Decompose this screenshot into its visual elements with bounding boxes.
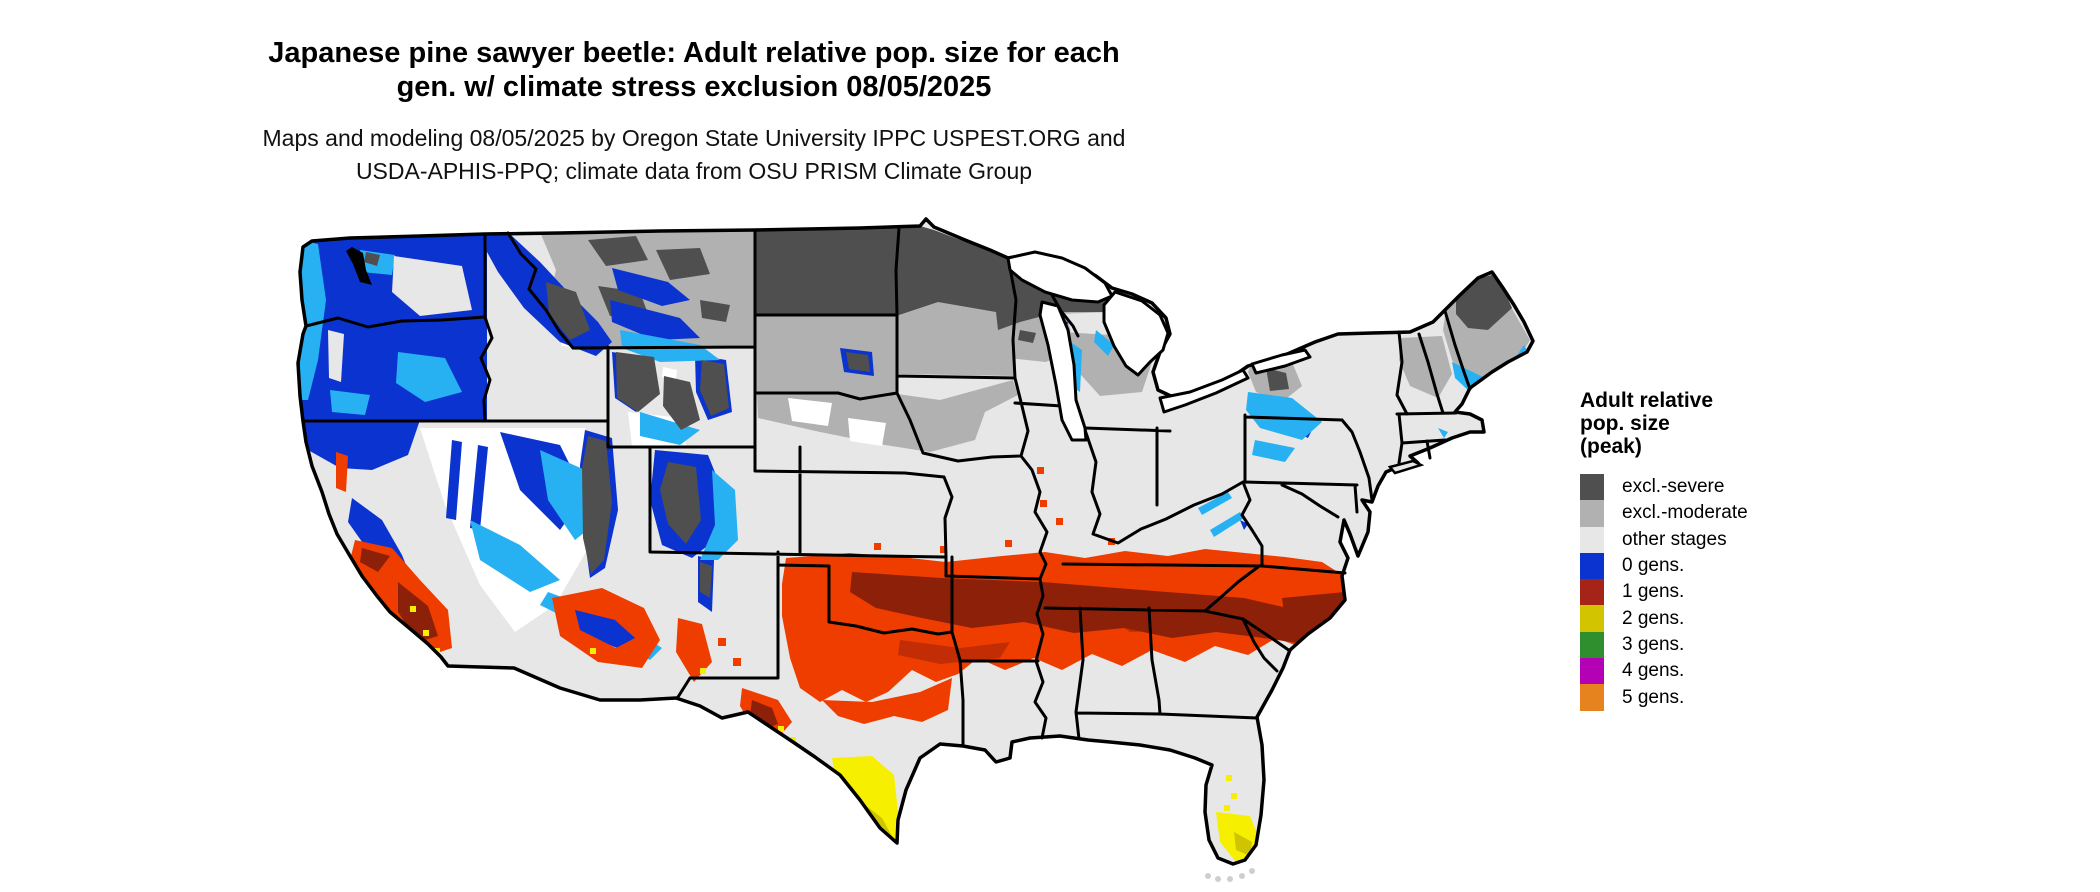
map-title-line2: gen. w/ climate stress exclusion 08/05/2… xyxy=(396,71,992,103)
legend-item: excl.-severe xyxy=(1580,474,1880,501)
long-island xyxy=(1387,459,1425,475)
legend-title-line1: Adult relative xyxy=(1580,389,1714,412)
map-subtitle-line2: USDA-APHIS-PPQ; climate data from OSU PR… xyxy=(355,158,1033,184)
legend-label: 3 gens. xyxy=(1622,633,1685,655)
legend: Adult relative pop. size (peak) excl.-se… xyxy=(1580,389,1880,711)
raster-other-patches xyxy=(328,256,1446,412)
legend-item: other stages xyxy=(1580,526,1880,553)
raster-gold-shade xyxy=(856,798,1252,856)
lake-huron xyxy=(1102,290,1170,377)
legend-label: 5 gens. xyxy=(1622,686,1685,708)
legend-label: other stages xyxy=(1622,528,1727,550)
legend-swatch xyxy=(1580,526,1604,553)
map-raster-layers xyxy=(298,226,1530,862)
legend-title-line2: pop. size xyxy=(1580,412,1670,435)
great-lakes xyxy=(1006,250,1312,442)
map-subtitle: Maps and modeling 08/05/2025 by Oregon S… xyxy=(0,122,1388,188)
legend-item: 4 gens. xyxy=(1580,658,1880,685)
legend-label: excl.-moderate xyxy=(1622,502,1748,524)
legend-title-line3: (peak) xyxy=(1580,435,1642,458)
map-title: Japanese pine sawyer beetle: Adult relat… xyxy=(0,36,1388,104)
legend-swatch xyxy=(1580,474,1604,501)
legend-swatch xyxy=(1580,631,1604,659)
lake-superior xyxy=(1006,250,1114,304)
legend-item: 5 gens. xyxy=(1580,684,1880,711)
lake-ontario xyxy=(1250,348,1312,375)
legend-label: 1 gens. xyxy=(1622,581,1685,603)
legend-swatch xyxy=(1580,658,1604,685)
legend-item: 3 gens. xyxy=(1580,631,1880,659)
map-subtitle-line1: Maps and modeling 08/05/2025 by Oregon S… xyxy=(262,125,1126,151)
legend-item: excl.-moderate xyxy=(1580,500,1880,527)
islands xyxy=(1205,459,1425,882)
legend-title: Adult relative pop. size (peak) xyxy=(1580,389,1880,458)
puget-sound xyxy=(346,247,372,285)
legend-item: 0 gens. xyxy=(1580,552,1880,580)
legend-label: 4 gens. xyxy=(1622,660,1685,682)
florida-keys xyxy=(1205,868,1255,882)
legend-item: 1 gens. xyxy=(1580,579,1880,606)
lake-michigan xyxy=(1038,300,1088,442)
raster-excl-severe xyxy=(588,226,1512,391)
legend-swatch xyxy=(1580,579,1604,606)
legend-swatch xyxy=(1580,552,1604,580)
map-title-line1: Japanese pine sawyer beetle: Adult relat… xyxy=(268,37,1120,69)
lake-erie xyxy=(1158,368,1250,414)
legend-item: 2 gens. xyxy=(1580,605,1880,632)
legend-swatch xyxy=(1580,684,1604,711)
legend-swatch xyxy=(1580,500,1604,527)
state-borders xyxy=(301,226,1472,747)
legend-label: 2 gens. xyxy=(1622,607,1685,629)
legend-label: excl.-severe xyxy=(1622,476,1725,498)
us-outline xyxy=(296,217,1535,866)
legend-label: 0 gens. xyxy=(1622,555,1685,577)
raster-severe-mountains xyxy=(364,252,870,598)
legend-swatch xyxy=(1580,605,1604,632)
legend-items: excl.-severe excl.-moderate other stages 0 … xyxy=(1580,474,1880,711)
